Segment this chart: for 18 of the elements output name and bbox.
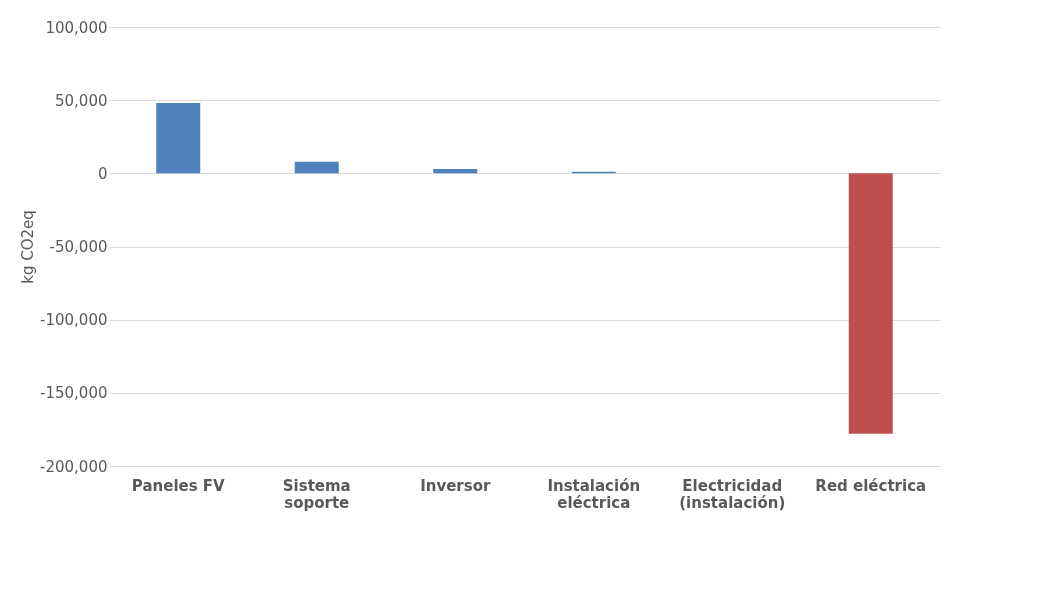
bar [848, 173, 893, 434]
x-tick-label: Paneles FV [131, 476, 226, 495]
y-tick-label: -50,000 [49, 238, 108, 256]
x-tick-label: Inversor [420, 476, 491, 495]
y-tick-label: -200,000 [40, 457, 108, 476]
y-axis-title: kg CO2eq [19, 210, 38, 284]
x-tick-label: Red eléctrica [815, 476, 927, 495]
y-tick-label: 100,000 [45, 18, 108, 37]
y-tick-label: -150,000 [40, 384, 108, 403]
x-tick-label: Electricidad (instalación) [679, 476, 786, 512]
y-tick-label: -100,000 [40, 311, 108, 330]
y-tick-label: 0 [97, 164, 108, 183]
x-tick-label: Sistema soporte [282, 476, 351, 512]
bar [433, 168, 478, 174]
bar [156, 103, 201, 174]
bar [294, 161, 339, 174]
x-tick-label: Instalación eléctrica [547, 476, 641, 512]
y-tick-label: 50,000 [55, 91, 108, 110]
